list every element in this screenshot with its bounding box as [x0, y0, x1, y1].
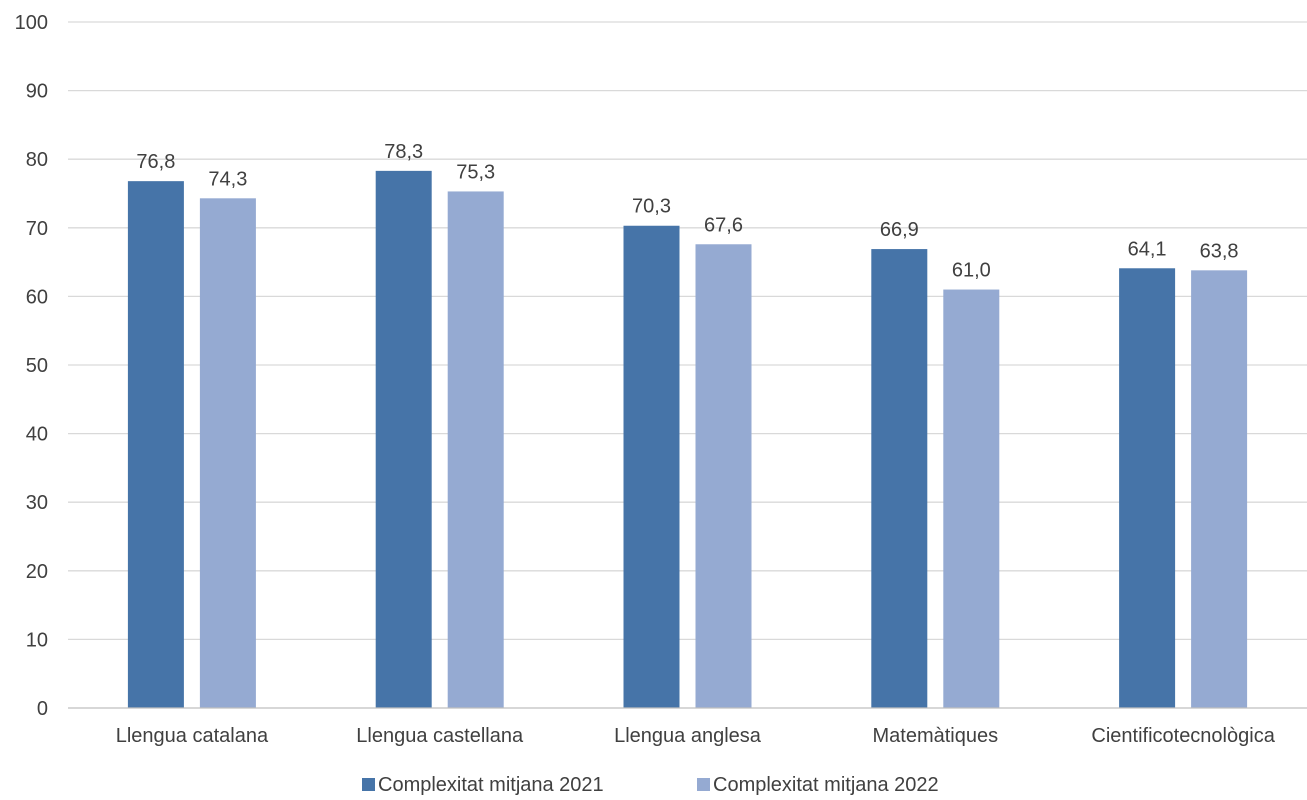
- bar-2021: [871, 249, 928, 709]
- x-axis-categories: Llengua catalana Llengua castellana Llengu…: [116, 725, 1276, 747]
- data-label: 63,8: [1200, 240, 1239, 262]
- bars: [127, 170, 1248, 709]
- x-category-label: Llengua catalana: [116, 725, 269, 747]
- data-label: 70,3: [632, 196, 671, 218]
- y-tick-label: 30: [26, 492, 48, 514]
- bar-2022: [447, 191, 504, 708]
- gridlines: [68, 21, 1307, 641]
- bar-2022: [695, 244, 752, 708]
- bar-2021: [375, 170, 432, 708]
- bar-2022: [943, 289, 1000, 708]
- data-label: 76,8: [136, 151, 175, 173]
- y-tick-label: 100: [15, 12, 48, 34]
- legend: Complexitat mitjana 2021 Complexitat mitj…: [362, 774, 939, 796]
- data-label: 75,3: [456, 161, 495, 183]
- bar-2021: [1119, 268, 1176, 708]
- data-label: 64,1: [1128, 238, 1167, 260]
- x-category-label: Cientificotecnològica: [1091, 725, 1275, 747]
- legend-label: Complexitat mitjana 2021: [378, 774, 604, 796]
- y-tick-label: 0: [37, 698, 48, 720]
- y-tick-label: 50: [26, 355, 48, 377]
- y-tick-label: 10: [26, 629, 48, 651]
- legend-swatch: [697, 778, 710, 791]
- data-label: 66,9: [880, 219, 919, 241]
- bar-2021: [623, 225, 680, 708]
- data-label: 67,6: [704, 214, 743, 236]
- x-category-label: Llengua castellana: [356, 725, 524, 747]
- data-label: 78,3: [384, 141, 423, 163]
- legend-label: Complexitat mitjana 2022: [713, 774, 939, 796]
- x-category-label: Matemàtiques: [872, 725, 998, 747]
- y-tick-label: 90: [26, 81, 48, 103]
- bar-2022: [1191, 270, 1248, 708]
- x-category-label: Llengua anglesa: [614, 725, 762, 747]
- data-label: 61,0: [952, 260, 991, 282]
- bar-2022: [199, 198, 256, 708]
- y-tick-label: 20: [26, 561, 48, 583]
- y-axis-ticks: 0 10 20 30 40 50 60 70 80 90 100: [15, 12, 48, 720]
- legend-swatch: [362, 778, 375, 791]
- data-labels: 76,8 74,3 78,3 75,3 70,3 67,6 66,9 61,0 64,1 63,8: [136, 141, 1238, 282]
- data-label: 74,3: [208, 168, 247, 190]
- y-tick-label: 80: [26, 149, 48, 171]
- y-tick-label: 60: [26, 286, 48, 308]
- y-tick-label: 40: [26, 424, 48, 446]
- y-tick-label: 70: [26, 218, 48, 240]
- bar-2021: [127, 181, 184, 709]
